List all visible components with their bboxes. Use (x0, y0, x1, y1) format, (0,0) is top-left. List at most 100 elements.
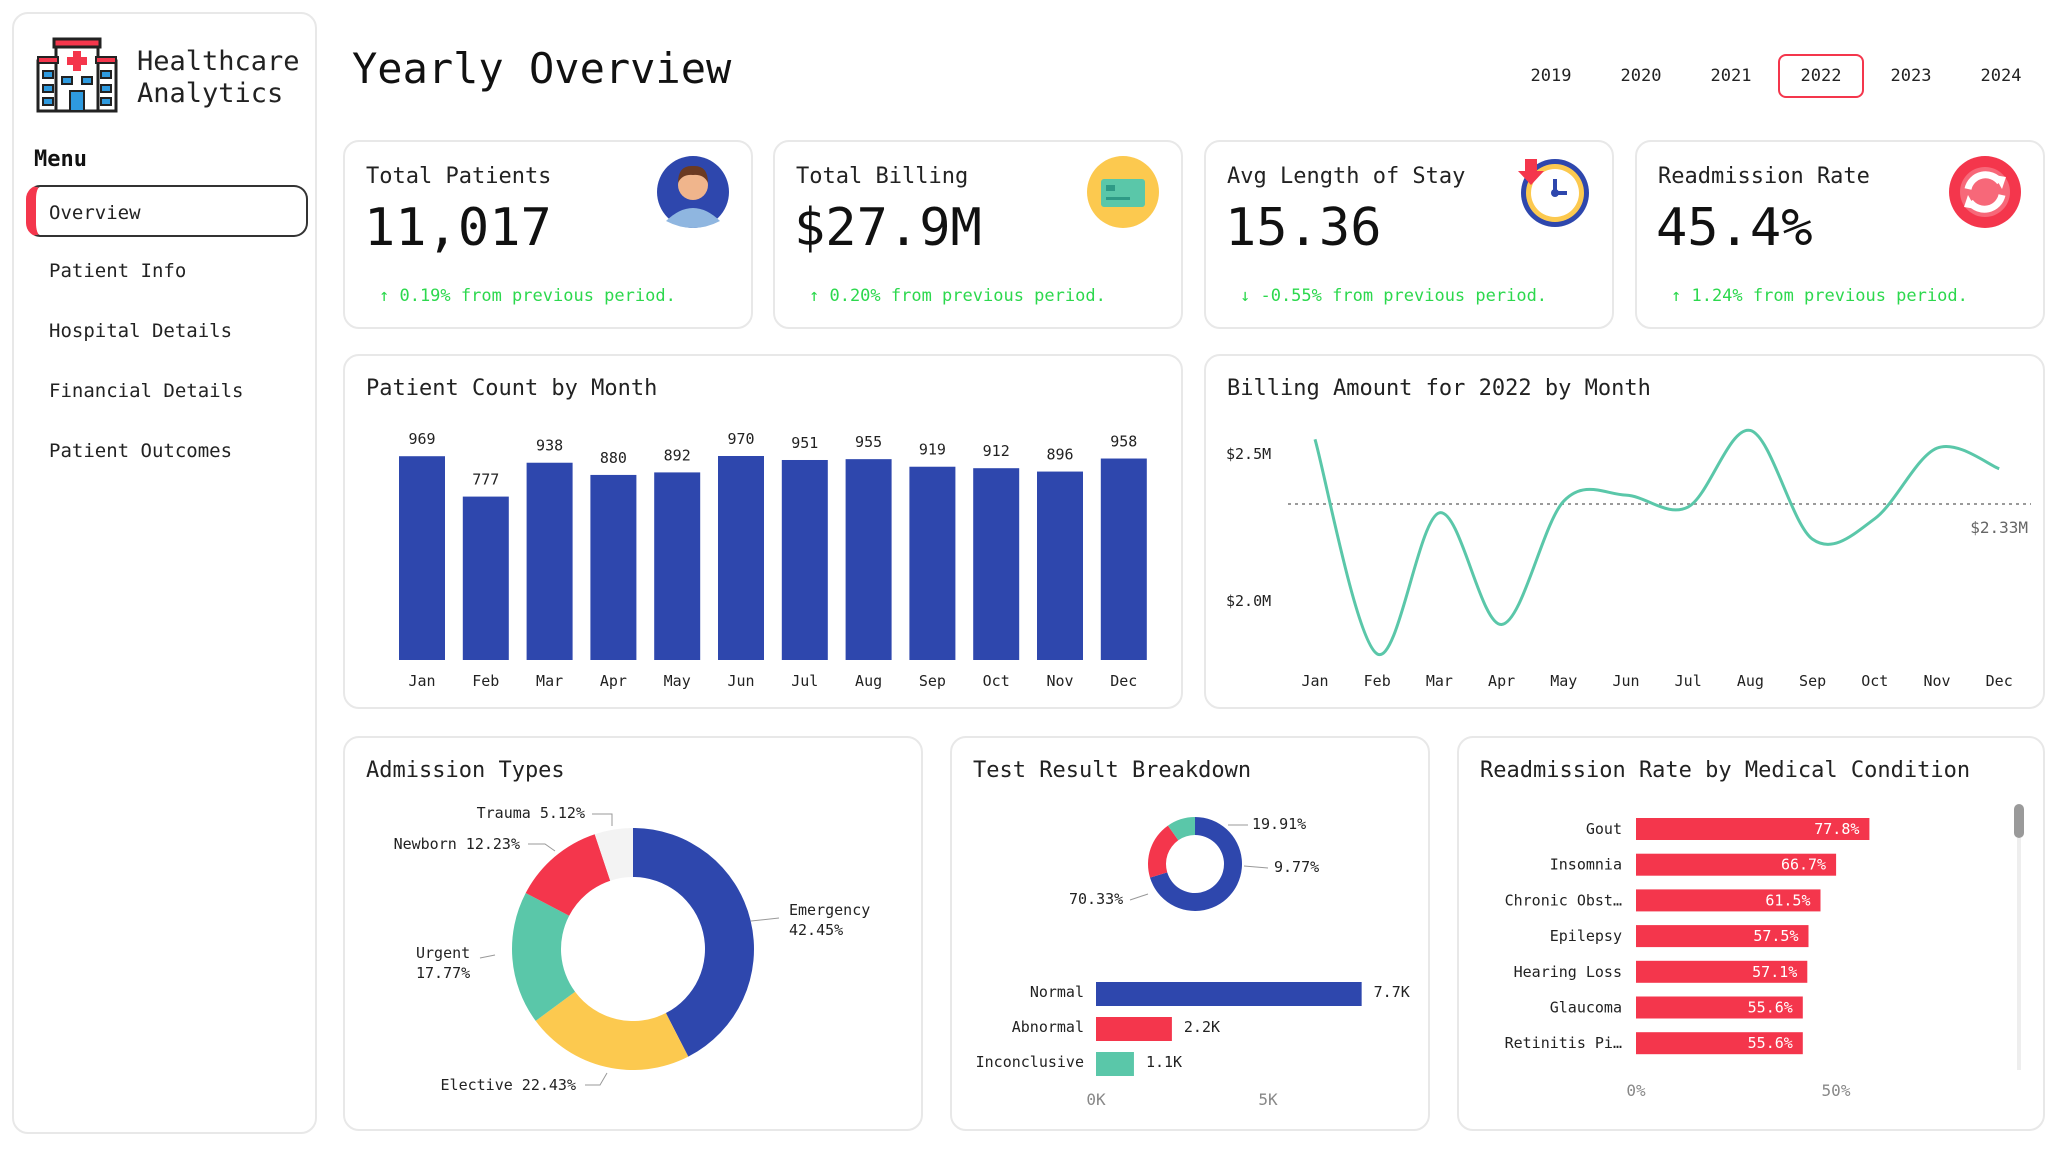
leader-line (592, 813, 613, 826)
x-tick-label: May (664, 672, 691, 690)
bar-value-label: 955 (855, 433, 882, 451)
bar-value-label: 66.7% (1781, 856, 1826, 874)
x-tick-label: Jun (727, 672, 754, 690)
bar-oct (973, 468, 1020, 660)
kpi-title: Avg Length of Stay (1227, 164, 1466, 189)
year-tab-2019[interactable]: 2019 (1530, 66, 1572, 86)
test-bar (1096, 982, 1362, 1006)
nav-item-overview[interactable]: Overview (26, 185, 308, 237)
year-tab-2020[interactable]: 2020 (1620, 66, 1662, 86)
x-tick-label: Jul (791, 672, 818, 690)
x-tick-label: Jan (1301, 672, 1328, 690)
slice-newborn (525, 834, 611, 916)
x-tick-label: Nov (1923, 672, 1950, 690)
x-tick-label: 50% (1822, 1081, 1851, 1100)
bar-value-label: 951 (791, 434, 818, 452)
kpi-value: 11,017 (364, 198, 552, 258)
y-tick-label: $2.0M (1226, 592, 1271, 610)
leader-line (1243, 865, 1269, 869)
hospital-icon (36, 37, 118, 113)
kpi-value: 45.4% (1656, 198, 1813, 258)
condition-bar (1636, 925, 1809, 948)
kpi-value: 15.36 (1225, 198, 1382, 258)
readmission-condition-chart: Gout 77.8% Insomnia 66.7% Chronic Obst… 61.5%… (1505, 818, 1870, 1100)
scrollbar-track (2017, 838, 2021, 1070)
kpi-card-total-billing: Total Billing $27.9M ↑ 0.20% from previo… (773, 140, 1183, 329)
category-label: Chronic Obst… (1505, 891, 1622, 909)
leader-line (479, 954, 496, 959)
slice-label: 19.91% (1252, 815, 1306, 833)
panel-title: Test Result Breakdown (973, 758, 1252, 783)
x-tick-label: Jul (1675, 672, 1702, 690)
bar-value-label: 896 (1046, 446, 1073, 464)
slice-label: 70.33% (1069, 890, 1123, 908)
bar-value-label: 61.5% (1765, 891, 1810, 909)
page-title: Yearly Overview (352, 44, 732, 93)
leader-line (1129, 893, 1149, 901)
x-tick-label: Sep (1799, 672, 1826, 690)
bar-apr (590, 474, 637, 660)
x-tick-label: Sep (919, 672, 946, 690)
x-tick-label: Feb (472, 672, 499, 690)
admission-donut-chart: Emergency 42.45% Elective 22.43% Urgent 17.7… (394, 804, 871, 1094)
bar-value-label: 57.5% (1753, 927, 1798, 945)
x-tick-label: Oct (1861, 672, 1888, 690)
brand-name: Healthcare Analytics (137, 46, 300, 110)
year-tab-2022[interactable]: 2022 (1778, 54, 1864, 98)
bar-value-label: 969 (408, 430, 435, 448)
category-label: Gout (1586, 820, 1622, 838)
kpi-change: ↑ 0.19% from previous period. (379, 286, 676, 306)
slice-trauma (594, 828, 633, 881)
bar-value-label: 958 (1110, 433, 1137, 451)
bar-jun (718, 456, 764, 660)
year-tab-2021[interactable]: 2021 (1710, 66, 1752, 86)
leader-line (528, 843, 556, 852)
slice-label: Elective 22.43% (441, 1076, 576, 1094)
x-tick-label: Apr (600, 672, 627, 690)
category-label: Inconclusive (976, 1053, 1084, 1071)
kpi-title: Total Billing (796, 164, 969, 189)
nav-item-patient-outcomes[interactable]: Patient Outcomes (49, 440, 233, 462)
condition-bar (1636, 1032, 1803, 1055)
x-tick-label: 0% (1626, 1081, 1646, 1100)
kpi-change: ↑ 1.24% from previous period. (1671, 286, 1968, 306)
slice-elective (535, 991, 689, 1070)
x-tick-label: 5K (1258, 1090, 1278, 1109)
slice-label: Trauma 5.12% (477, 804, 585, 822)
condition-bar (1636, 960, 1808, 983)
x-tick-label: Feb (1364, 672, 1391, 690)
billing-line-chart: $2.5M $2.0M $2.33M Jan Feb Mar Apr May Jun Jul Aug… (1226, 428, 2031, 690)
billing-series-line (1313, 428, 2000, 656)
nav-item-financial-details[interactable]: Financial Details (49, 380, 244, 402)
leader-line (750, 917, 780, 922)
admission-types-panel: Admission Types Emergency 42.45% Elective … (343, 736, 923, 1131)
bar-value-label: 7.7K (1374, 983, 1410, 1001)
readmission-condition-panel: Readmission Rate by Medical Condition Go… (1457, 736, 2045, 1131)
brand-line-1: Healthcare (137, 46, 300, 77)
condition-bar (1636, 853, 1837, 876)
category-label: Normal (1030, 983, 1084, 1001)
x-tick-label: Apr (1488, 672, 1515, 690)
year-tab-2024[interactable]: 2024 (1980, 66, 2022, 86)
x-tick-label: Oct (983, 672, 1010, 690)
year-tab-2023[interactable]: 2023 (1890, 66, 1932, 86)
bar-value-label: 57.1% (1752, 963, 1797, 981)
kpi-title: Readmission Rate (1658, 164, 1870, 189)
bar-dec (1100, 458, 1147, 660)
bar-jul (781, 459, 828, 660)
nav-item-patient-info[interactable]: Patient Info (49, 260, 187, 282)
scrollbar-thumb[interactable] (2014, 804, 2024, 838)
bar-feb (462, 496, 509, 660)
refresh-icon (1949, 156, 2021, 228)
y-tick-label: $2.5M (1226, 445, 1271, 463)
credit-card-icon (1087, 156, 1159, 228)
bar-value-label: 77.8% (1814, 820, 1859, 838)
x-tick-label: Dec (1110, 672, 1137, 690)
category-label: Abnormal (1012, 1018, 1084, 1036)
test-bar (1096, 1052, 1134, 1076)
brand-line-2: Analytics (137, 78, 284, 109)
test-slice (1150, 817, 1242, 911)
bar-aug (845, 459, 892, 660)
slice-label: Newborn 12.23% (394, 835, 520, 853)
nav-item-hospital-details[interactable]: Hospital Details (49, 320, 233, 342)
